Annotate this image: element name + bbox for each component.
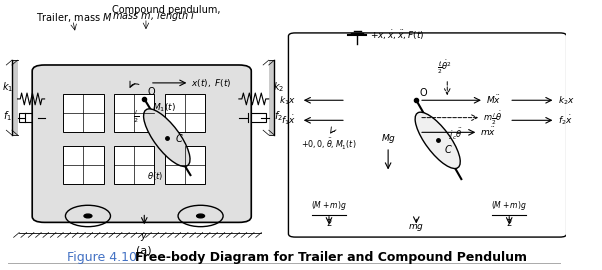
Text: O: O xyxy=(147,87,155,97)
Text: Compound pendulum,: Compound pendulum, xyxy=(112,5,221,15)
Text: $C$: $C$ xyxy=(175,132,184,144)
Text: $y$: $y$ xyxy=(140,231,148,243)
Text: Figure 4.10: Figure 4.10 xyxy=(67,251,137,264)
Text: O: O xyxy=(419,87,427,97)
Text: $M\ddot{x}$: $M\ddot{x}$ xyxy=(486,94,501,106)
Text: $+x,\dot{x},\ddot{x},F(t)$: $+x,\dot{x},\ddot{x},F(t)$ xyxy=(370,29,424,42)
Text: $k_2$: $k_2$ xyxy=(273,80,284,94)
Text: $f_2$: $f_2$ xyxy=(274,109,283,123)
Bar xyxy=(63,94,104,132)
Circle shape xyxy=(84,214,92,218)
Text: $\frac{l}{2}$: $\frac{l}{2}$ xyxy=(132,109,138,125)
Text: (a): (a) xyxy=(137,246,152,256)
Text: $f_1$: $f_1$ xyxy=(4,109,13,123)
Circle shape xyxy=(197,214,205,218)
Text: Trailer, mass $M$: Trailer, mass $M$ xyxy=(36,11,113,24)
Ellipse shape xyxy=(143,109,190,167)
Bar xyxy=(19,113,43,122)
Bar xyxy=(164,146,205,184)
FancyBboxPatch shape xyxy=(288,33,566,237)
Bar xyxy=(268,60,275,135)
Bar xyxy=(114,146,154,184)
Text: $2$: $2$ xyxy=(506,217,512,228)
Text: $m\ddot{x}$: $m\ddot{x}$ xyxy=(480,126,496,138)
Text: $\theta(t)$: $\theta(t)$ xyxy=(147,170,164,182)
Text: $2$: $2$ xyxy=(326,217,332,228)
Text: Free-body Diagram for Trailer and Compound Pendulum: Free-body Diagram for Trailer and Compou… xyxy=(135,251,527,264)
Ellipse shape xyxy=(415,112,461,168)
Bar xyxy=(241,113,266,122)
Text: $(M+m)g$: $(M+m)g$ xyxy=(311,199,347,212)
Text: $Mg$: $Mg$ xyxy=(380,132,396,145)
Text: mass $m$, length $l$: mass $m$, length $l$ xyxy=(112,9,196,23)
Bar xyxy=(164,94,205,132)
FancyBboxPatch shape xyxy=(32,65,251,222)
Text: $k_1$: $k_1$ xyxy=(2,80,14,94)
Text: $k_2 x$: $k_2 x$ xyxy=(558,94,575,106)
Text: $C$: $C$ xyxy=(444,143,453,155)
Text: $M_1(t)$: $M_1(t)$ xyxy=(152,101,176,114)
Bar xyxy=(114,94,154,132)
Text: $x(t),\ F(t)$: $x(t),\ F(t)$ xyxy=(191,77,232,89)
Text: $+0,0,\ddot{\theta},M_1(t)$: $+0,0,\ddot{\theta},M_1(t)$ xyxy=(301,137,356,152)
Text: $f_2\dot{x}$: $f_2\dot{x}$ xyxy=(558,114,573,127)
Text: $mg$: $mg$ xyxy=(408,222,424,232)
Text: $(M+m)g$: $(M+m)g$ xyxy=(491,199,527,212)
Bar xyxy=(12,60,17,135)
Text: $m\frac{l}{2}\dot{\theta}$: $m\frac{l}{2}\dot{\theta}$ xyxy=(483,109,503,127)
Text: $j_c\ddot{\theta}$: $j_c\ddot{\theta}$ xyxy=(449,126,463,142)
Text: $\frac{\ell}{2}\dot{\theta}^2$: $\frac{\ell}{2}\dot{\theta}^2$ xyxy=(437,58,452,76)
Text: $k_1 x$: $k_1 x$ xyxy=(279,94,296,106)
Bar xyxy=(63,146,104,184)
Text: $f_1\dot{x}$: $f_1\dot{x}$ xyxy=(282,114,296,127)
